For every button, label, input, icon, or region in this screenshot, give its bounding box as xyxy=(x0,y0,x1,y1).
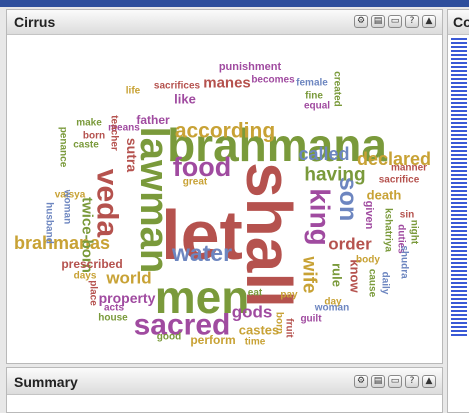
cloud-term[interactable]: manner xyxy=(391,163,427,174)
cloud-term[interactable]: place xyxy=(88,280,99,306)
cloud-term[interactable]: great xyxy=(183,177,208,188)
side-panel-title: Co xyxy=(453,14,469,30)
cloud-term[interactable]: declared xyxy=(357,149,431,169)
cloud-term[interactable]: acts xyxy=(104,303,124,314)
side-panel-content xyxy=(451,38,467,338)
cloud-term[interactable]: shall xyxy=(233,162,305,308)
cloud-term[interactable]: teacher xyxy=(109,115,120,151)
cloud-term[interactable]: eat xyxy=(248,288,263,299)
cloud-term[interactable]: woman xyxy=(314,303,349,314)
cloud-term[interactable]: daily xyxy=(380,272,391,295)
cloud-term[interactable]: means xyxy=(108,123,140,134)
cloud-term[interactable]: like xyxy=(174,92,196,107)
cloud-term[interactable]: sin xyxy=(400,210,414,221)
cloud-term[interactable]: day xyxy=(324,297,342,308)
cloud-term[interactable]: castes xyxy=(239,323,279,338)
cloud-term[interactable]: men xyxy=(155,271,250,323)
cloud-term[interactable]: cause xyxy=(367,269,378,298)
save-icon[interactable]: ▤ xyxy=(371,15,385,28)
cloud-term[interactable]: order xyxy=(328,235,372,254)
help-icon[interactable]: ? xyxy=(405,375,419,388)
cirrus-panel-title: Cirrus xyxy=(14,14,56,30)
cloud-term[interactable]: manes xyxy=(203,75,251,92)
cloud-term[interactable]: husband xyxy=(44,202,55,244)
cloud-term[interactable]: veda xyxy=(91,169,124,238)
cloud-term[interactable]: father xyxy=(136,113,170,127)
cloud-term[interactable]: prescribed xyxy=(61,257,122,271)
save-icon[interactable]: ▤ xyxy=(371,375,385,388)
side-panel-header: Co xyxy=(448,10,469,35)
cloud-term[interactable]: pay xyxy=(280,290,298,301)
cloud-term[interactable]: know xyxy=(348,259,363,293)
cloud-term[interactable]: make xyxy=(76,118,102,129)
cloud-term[interactable]: penance xyxy=(58,127,69,168)
summary-panel: Summary ⚙ ▤ ▭ ? ▲ xyxy=(6,367,443,413)
cloud-term[interactable]: brahmana xyxy=(167,119,387,171)
cloud-term[interactable]: lawman xyxy=(132,127,176,274)
cloud-term[interactable]: house xyxy=(98,313,128,324)
cloud-term[interactable]: days xyxy=(74,271,97,282)
cloud-term[interactable]: fine xyxy=(305,91,323,102)
cloud-term[interactable]: caste xyxy=(73,140,99,151)
cloud-term[interactable]: rule xyxy=(330,263,345,287)
cloud-term[interactable]: according xyxy=(175,120,275,143)
word-cloud: shall let brahmana lawman men king food sacred v… xyxy=(7,35,442,363)
cloud-term[interactable]: property xyxy=(99,290,156,306)
cloud-term[interactable]: punishment xyxy=(219,61,282,73)
cloud-term[interactable]: becomes xyxy=(251,75,295,86)
cloud-term[interactable]: born xyxy=(274,312,285,334)
summary-toolbar: ⚙ ▤ ▭ ? ▲ xyxy=(354,375,436,388)
cloud-term[interactable]: son xyxy=(334,177,362,221)
summary-panel-title: Summary xyxy=(14,374,78,390)
cloud-term[interactable]: king xyxy=(305,188,336,246)
top-border-band xyxy=(0,0,469,7)
cloud-term[interactable]: let xyxy=(161,196,243,274)
cloud-term[interactable]: life xyxy=(126,86,141,97)
cloud-term[interactable]: born xyxy=(83,131,105,142)
cloud-term[interactable]: having xyxy=(304,165,365,186)
window-icon[interactable]: ▭ xyxy=(388,15,402,28)
cloud-term[interactable]: gods xyxy=(232,303,273,322)
cloud-term[interactable]: twice-born xyxy=(79,197,96,273)
cloud-term[interactable]: sacrifices xyxy=(154,81,201,92)
cirrus-panel-header: Cirrus ⚙ ▤ ▭ ? ▲ xyxy=(7,10,442,35)
cloud-term[interactable]: sutra xyxy=(124,138,140,172)
cloud-term[interactable]: vaisya xyxy=(55,190,86,201)
cloud-term[interactable]: time xyxy=(245,337,266,348)
cloud-term[interactable]: world xyxy=(105,269,151,288)
collapse-icon[interactable]: ▲ xyxy=(422,375,436,388)
cloud-term[interactable]: sacrifice xyxy=(379,175,420,186)
cloud-term[interactable]: guilt xyxy=(300,314,322,325)
cloud-term[interactable]: body xyxy=(356,255,380,266)
cloud-term[interactable]: death xyxy=(367,188,402,203)
cloud-term[interactable]: female xyxy=(296,78,328,89)
cloud-term[interactable]: fruit xyxy=(284,318,295,338)
cloud-term[interactable]: good xyxy=(157,332,181,343)
cloud-term[interactable]: equal xyxy=(304,101,330,112)
cloud-term[interactable]: wife xyxy=(299,256,320,294)
cloud-term[interactable]: night xyxy=(409,220,420,245)
side-panel: Co xyxy=(447,9,469,413)
help-icon[interactable]: ? xyxy=(405,15,419,28)
cloud-term[interactable]: food xyxy=(173,152,231,182)
cloud-term[interactable]: called xyxy=(298,144,349,164)
cirrus-panel: Cirrus ⚙ ▤ ▭ ? ▲ shall let brahmana lawman m… xyxy=(6,9,443,364)
summary-panel-header: Summary ⚙ ▤ ▭ ? ▲ xyxy=(7,368,442,395)
gear-icon[interactable]: ⚙ xyxy=(354,15,368,28)
cirrus-toolbar: ⚙ ▤ ▭ ? ▲ xyxy=(354,15,436,28)
cloud-term[interactable]: created xyxy=(332,71,343,107)
cloud-term[interactable]: kshatriya xyxy=(383,208,394,252)
cloud-term[interactable]: sacred xyxy=(134,309,231,342)
cloud-term[interactable]: woman xyxy=(62,189,73,224)
cloud-term[interactable]: shudra xyxy=(399,245,410,279)
cloud-term[interactable]: given xyxy=(363,201,375,230)
cloud-term[interactable]: perform xyxy=(190,333,235,347)
cloud-term[interactable]: brahmanas xyxy=(14,233,110,253)
collapse-icon[interactable]: ▲ xyxy=(422,15,436,28)
cloud-term[interactable]: water xyxy=(171,240,232,266)
window-icon[interactable]: ▭ xyxy=(388,375,402,388)
cloud-term[interactable]: duties xyxy=(396,224,407,254)
gear-icon[interactable]: ⚙ xyxy=(354,375,368,388)
